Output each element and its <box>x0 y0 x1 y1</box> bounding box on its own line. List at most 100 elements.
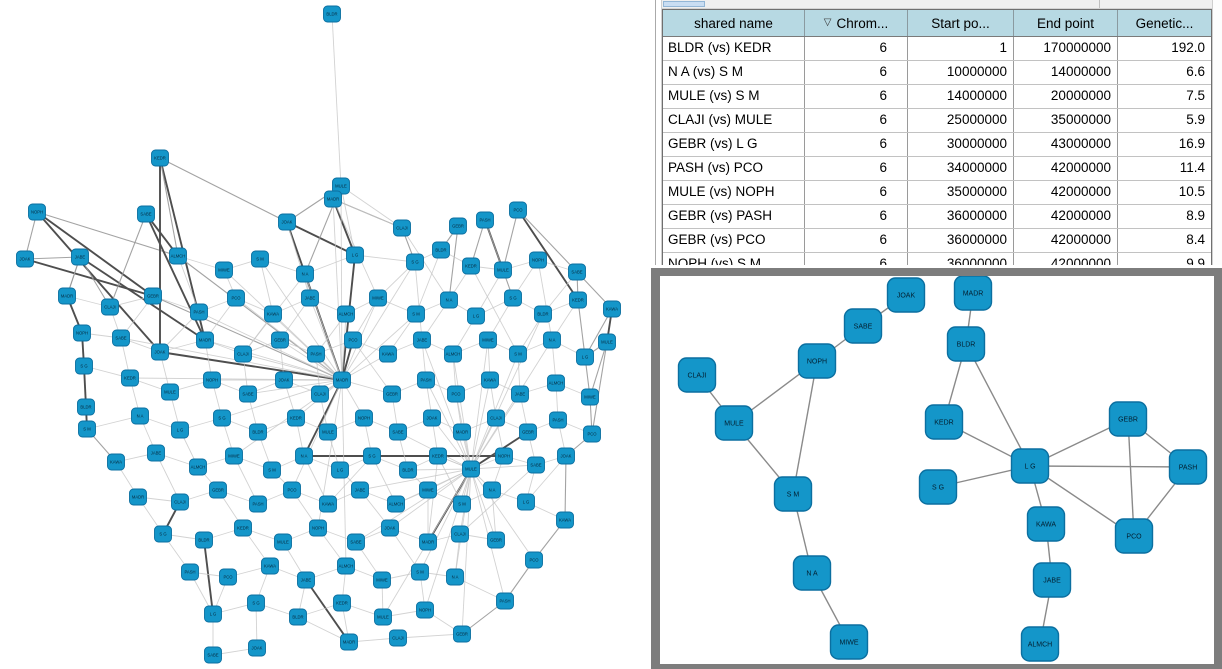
table-cell[interactable]: 6 <box>805 85 908 108</box>
network-node[interactable]: SABE <box>112 329 130 347</box>
network-node[interactable]: ALMCH <box>444 345 462 363</box>
node-shape[interactable] <box>311 385 329 403</box>
node-shape[interactable] <box>407 305 425 323</box>
network-edge[interactable] <box>341 261 416 381</box>
node-shape[interactable] <box>333 594 351 612</box>
network-node[interactable]: L G <box>346 246 364 264</box>
node-shape[interactable] <box>319 423 337 441</box>
node-shape[interactable] <box>337 305 355 323</box>
table-cell[interactable]: 6 <box>805 253 908 276</box>
node-shape[interactable] <box>481 371 499 389</box>
network-edge[interactable] <box>327 455 373 505</box>
table-cell[interactable]: 6 <box>805 61 908 84</box>
node-shape[interactable] <box>78 420 96 438</box>
subnetwork-edge[interactable] <box>1127 418 1135 537</box>
network-node[interactable]: S M <box>411 563 429 581</box>
node-shape[interactable] <box>423 409 441 427</box>
node-shape[interactable] <box>323 5 341 23</box>
node-shape[interactable] <box>213 409 231 427</box>
node-shape[interactable] <box>556 511 574 529</box>
node-shape[interactable] <box>278 213 296 231</box>
node-shape[interactable] <box>924 404 964 440</box>
node-shape[interactable] <box>429 447 447 465</box>
network-node[interactable]: JOAK <box>423 409 441 427</box>
node-shape[interactable] <box>151 149 169 167</box>
node-shape[interactable] <box>549 411 567 429</box>
network-node[interactable]: PCO <box>509 201 527 219</box>
node-shape[interactable] <box>209 481 227 499</box>
table-cell[interactable]: 6 <box>805 157 908 180</box>
node-shape[interactable] <box>449 217 467 235</box>
network-node[interactable]: SABE <box>389 423 407 441</box>
node-shape[interactable] <box>419 533 437 551</box>
network-node[interactable]: CLAJI <box>234 345 252 363</box>
node-shape[interactable] <box>517 493 535 511</box>
network-edge[interactable] <box>242 353 343 381</box>
node-shape[interactable] <box>16 250 34 268</box>
network-edge[interactable] <box>564 455 567 521</box>
node-shape[interactable] <box>319 495 337 513</box>
network-edge[interactable] <box>397 633 463 639</box>
node-shape[interactable] <box>1168 449 1208 485</box>
node-shape[interactable] <box>307 345 325 363</box>
network-node[interactable]: KAWA <box>481 371 499 389</box>
node-shape[interactable] <box>129 488 147 506</box>
node-shape[interactable] <box>389 423 407 441</box>
node-shape[interactable] <box>249 495 267 513</box>
network-node[interactable]: L G <box>576 348 594 366</box>
table-cell[interactable]: 1 <box>908 37 1014 60</box>
node-shape[interactable] <box>190 303 208 321</box>
network-edge[interactable] <box>401 227 450 301</box>
network-edge[interactable] <box>203 539 214 615</box>
node-shape[interactable] <box>487 409 505 427</box>
network-edge[interactable] <box>286 221 356 256</box>
table-cell[interactable]: 36000000 <box>908 229 1014 252</box>
network-edge[interactable] <box>177 255 200 313</box>
node-shape[interactable] <box>494 261 512 279</box>
node-shape[interactable] <box>453 625 471 643</box>
node-shape[interactable] <box>271 331 289 349</box>
table-cell[interactable]: 5.9 <box>1186 112 1205 127</box>
network-view-panel[interactable]: BLDR KEDR MULE NOPH SABE JOAK MADR CLAJI GEBR PAS… <box>0 0 655 669</box>
node-shape[interactable] <box>419 481 437 499</box>
table-cell[interactable]: 42000000 <box>1014 205 1118 228</box>
network-node[interactable]: KAWA <box>556 511 574 529</box>
node-shape[interactable] <box>509 201 527 219</box>
network-node[interactable]: S M <box>453 495 471 513</box>
network-node[interactable]: KEDR <box>287 409 305 427</box>
network-node[interactable]: S M <box>78 420 96 438</box>
node-shape[interactable] <box>1032 562 1072 598</box>
network-node[interactable]: MIWE <box>419 481 437 499</box>
network-node[interactable]: NOPH <box>495 447 513 465</box>
network-edge[interactable] <box>352 339 393 395</box>
network-edge[interactable] <box>589 341 608 398</box>
table-cell[interactable]: GEBR (vs) PCO <box>663 229 805 252</box>
node-shape[interactable] <box>331 461 349 479</box>
node-shape[interactable] <box>451 525 469 543</box>
subnetwork-node-pco[interactable]: PCO <box>1114 518 1154 554</box>
column-header-chrom[interactable]: ▽ Chrom... <box>805 10 908 36</box>
network-edge[interactable] <box>152 295 343 381</box>
node-shape[interactable] <box>399 461 417 479</box>
table-cell[interactable]: 8.4 <box>1186 232 1205 247</box>
node-shape[interactable] <box>112 329 130 347</box>
node-shape[interactable] <box>583 425 601 443</box>
network-node[interactable]: PASH <box>496 592 514 610</box>
subnetwork-canvas[interactable]: JOAK MADR SABE NOPH BLDR CLAJI MULE KEDR GEBR L G… <box>660 275 1214 664</box>
node-shape[interactable] <box>355 409 373 427</box>
node-shape[interactable] <box>406 253 424 271</box>
network-edge[interactable] <box>159 157 288 223</box>
network-node[interactable]: S G <box>363 447 381 465</box>
table-cell[interactable]: 34000000 <box>908 157 1014 180</box>
subnetwork-node-miwe[interactable]: MIWE <box>829 624 869 660</box>
subnetwork-node-almch[interactable]: ALMCH <box>1020 626 1060 662</box>
network-node[interactable]: KEDR <box>569 291 587 309</box>
network-node[interactable]: S M <box>509 345 527 363</box>
node-shape[interactable] <box>393 219 411 237</box>
network-edge[interactable] <box>359 468 472 491</box>
network-node[interactable]: N A <box>483 481 501 499</box>
network-node[interactable]: ALMCH <box>189 458 207 476</box>
network-edge[interactable] <box>259 258 274 315</box>
network-node[interactable]: MULE <box>161 383 179 401</box>
table-cell[interactable]: 6 <box>805 181 908 204</box>
